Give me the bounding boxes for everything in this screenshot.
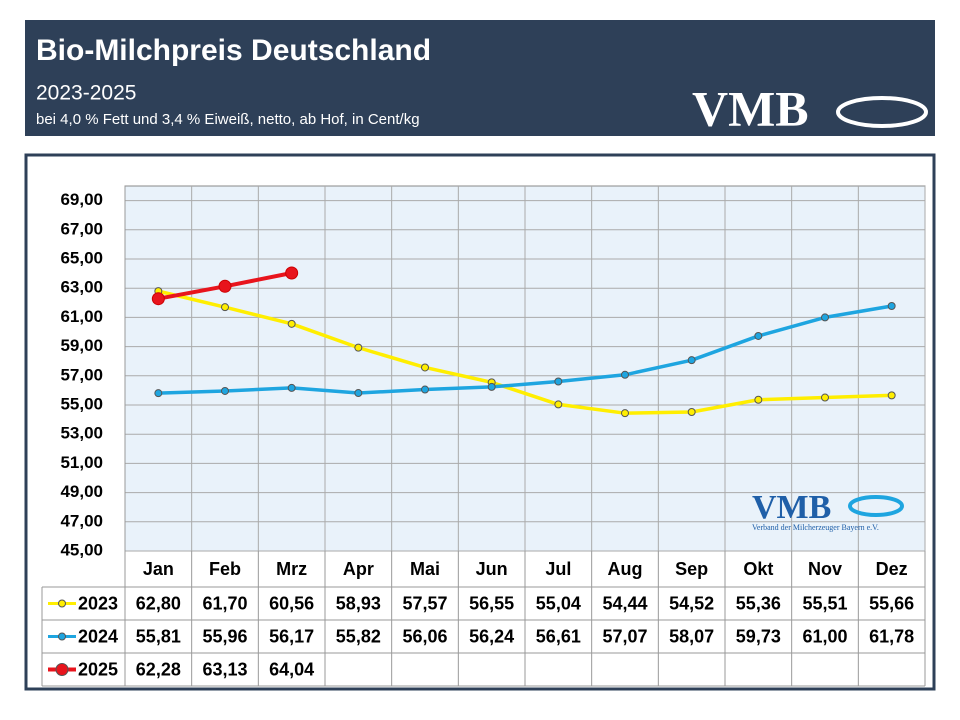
- point: [487, 382, 496, 391]
- legend-label: 2025: [78, 659, 118, 679]
- x-tick-label: Aug: [608, 559, 643, 579]
- x-tick-label: Mai: [410, 559, 440, 579]
- point: [621, 370, 629, 379]
- x-tick-label: Sep: [675, 559, 708, 579]
- value-label: 61,00: [802, 626, 847, 646]
- value-label: 55,04: [536, 593, 581, 613]
- value-label: 61,70: [202, 593, 247, 613]
- point: [354, 389, 363, 398]
- value-label: 55,81: [136, 626, 181, 646]
- value-label: 56,61: [536, 626, 581, 646]
- y-tick-label: 49,00: [60, 482, 103, 501]
- value-label: 58,93: [336, 593, 381, 613]
- value-label: 56,55: [469, 593, 514, 613]
- value-label: 56,06: [402, 626, 447, 646]
- logo-swoosh: [836, 96, 928, 128]
- value-label: 55,36: [736, 593, 781, 613]
- legend-marker: [58, 599, 66, 608]
- value-label: 54,44: [602, 593, 647, 613]
- point: [554, 400, 563, 409]
- x-tick-label: Jul: [545, 559, 571, 579]
- y-tick-label: 63,00: [60, 278, 103, 297]
- y-tick-label: 55,00: [60, 394, 103, 413]
- x-tick-label: Feb: [209, 559, 241, 579]
- point: [754, 331, 763, 340]
- value-label: 56,24: [469, 626, 514, 646]
- series-line: [158, 304, 892, 395]
- point: [887, 391, 896, 400]
- watermark-caption: Verband der Milcherzeuger Bayern e.V.: [752, 523, 879, 532]
- y-tick-label: 65,00: [60, 248, 103, 267]
- value-label: 63,13: [202, 659, 247, 679]
- point: [285, 266, 299, 280]
- point: [421, 385, 429, 394]
- y-tick-label: 67,00: [60, 219, 103, 238]
- header-band: [25, 20, 935, 136]
- subtitle: 2023-2025: [36, 82, 136, 105]
- point: [221, 303, 229, 312]
- plot: 45,00 47,00 49,00 51,00 53,00 55,00 57,00 59,00…: [41, 185, 926, 687]
- watermark-logo: VMB: [752, 489, 831, 526]
- legend-label: 2024: [78, 626, 118, 646]
- x-tick-label: Apr: [343, 559, 374, 579]
- y-tick-label: 53,00: [60, 424, 103, 443]
- legend-marker: [55, 663, 69, 676]
- point: [354, 343, 363, 352]
- value-label: 58,07: [669, 626, 714, 646]
- series-line: [157, 289, 892, 415]
- value-label: 59,73: [736, 626, 781, 646]
- watermark-swoosh: [848, 495, 904, 517]
- value-label: 56,17: [269, 626, 314, 646]
- value-label: 57,07: [602, 626, 647, 646]
- point: [287, 383, 296, 392]
- y-tick-label: 59,00: [60, 336, 103, 355]
- point: [154, 389, 163, 398]
- point: [621, 409, 629, 418]
- value-label: 55,96: [202, 626, 247, 646]
- point: [687, 408, 696, 417]
- value-label: 60,56: [269, 593, 314, 613]
- x-tick-label: Okt: [743, 559, 773, 579]
- value-label: 54,52: [669, 593, 714, 613]
- y-tick-label: 69,00: [60, 190, 103, 209]
- y-tick-label: 51,00: [60, 453, 103, 472]
- value-label: 61,78: [869, 626, 914, 646]
- point: [821, 313, 829, 322]
- x-tick-label: Mrz: [276, 559, 307, 579]
- y-tick-label: 45,00: [60, 540, 103, 559]
- point: [218, 279, 232, 293]
- point: [221, 386, 229, 395]
- point: [821, 393, 829, 402]
- x-tick-label: Nov: [808, 559, 842, 579]
- value-label: 64,04: [269, 659, 314, 679]
- point: [887, 302, 896, 311]
- title: Bio-Milchpreis Deutschland: [36, 34, 431, 67]
- point: [754, 395, 763, 404]
- point: [687, 356, 696, 365]
- point: [421, 363, 429, 372]
- y-tick-label: 47,00: [60, 511, 103, 530]
- logo: VMB: [692, 80, 809, 136]
- value-label: 62,28: [136, 659, 181, 679]
- value-label: 55,51: [802, 593, 847, 613]
- legend-label: 2023: [78, 593, 118, 613]
- x-tick-label: Jun: [476, 559, 508, 579]
- value-label: 55,82: [336, 626, 381, 646]
- value-label: 57,57: [402, 593, 447, 613]
- note: bei 4,0 % Fett und 3,4 % Eiweiß, netto, …: [36, 111, 420, 128]
- x-tick-label: Jan: [143, 559, 174, 579]
- y-tick-label: 57,00: [60, 365, 103, 384]
- y-tick-label: 61,00: [60, 307, 103, 326]
- x-tick-label: Dez: [876, 559, 908, 579]
- point: [287, 319, 296, 328]
- value-label: 55,66: [869, 593, 914, 613]
- value-label: 62,80: [136, 593, 181, 613]
- point: [554, 377, 563, 386]
- point: [151, 292, 165, 306]
- legend-marker: [58, 632, 66, 641]
